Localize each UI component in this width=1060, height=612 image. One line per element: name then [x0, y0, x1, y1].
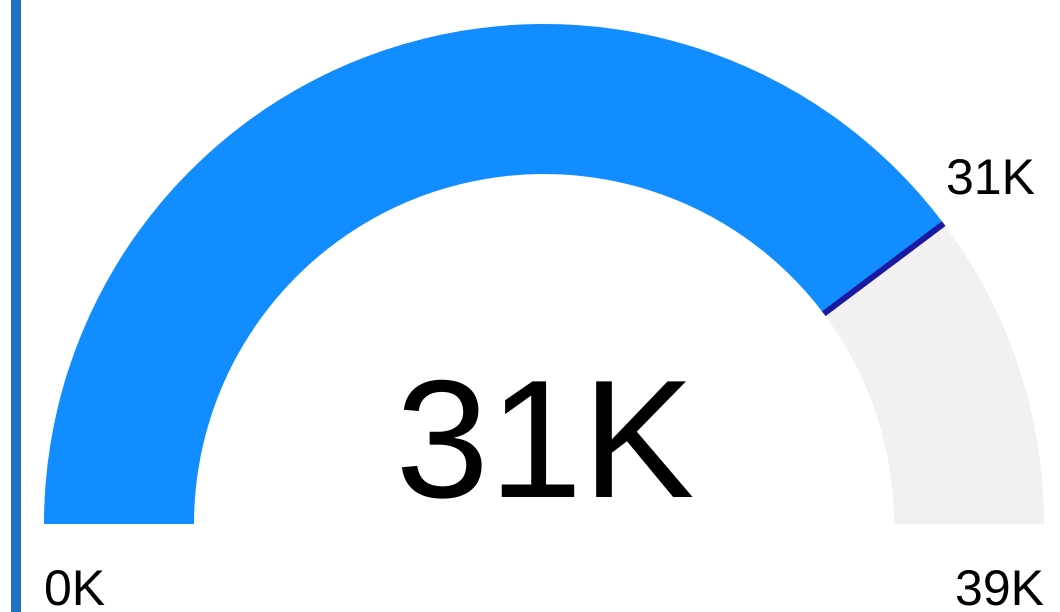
gauge-max-label: 39K: [955, 560, 1044, 612]
gauge-value-label: 31K: [396, 345, 695, 533]
accent-bar: [11, 0, 21, 612]
gauge-target-marker: [822, 221, 946, 317]
gauge-min-label: 0K: [44, 560, 105, 612]
gauge-target-label: 31K: [946, 149, 1035, 205]
gauge-value-arc: [44, 24, 944, 525]
